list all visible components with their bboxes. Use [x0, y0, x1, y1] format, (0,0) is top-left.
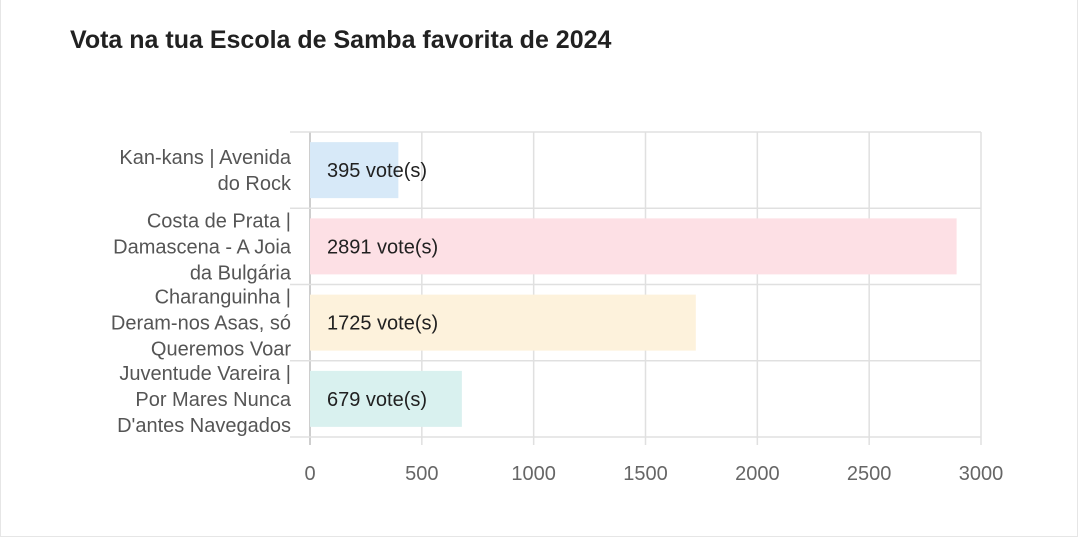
- chart-title: Vota na tua Escola de Samba favorita de …: [70, 26, 612, 54]
- bar-data-label: 679 vote(s): [327, 389, 427, 411]
- x-tick-label: 1500: [623, 463, 668, 485]
- x-tick-label: 0: [304, 463, 315, 485]
- category-label-line: do Rock: [218, 173, 292, 195]
- bar: [310, 370, 462, 427]
- x-tick-label: 500: [405, 463, 438, 485]
- category-label-line: Juventude Vareira |: [119, 363, 291, 385]
- x-tick-label: 2000: [735, 463, 780, 485]
- category-label: Costa de Prata | Damascena - A Joia da Bul…: [113, 210, 292, 284]
- category-label-line: Costa de Prata |: [147, 210, 291, 232]
- category-label: Charanguinha | Deram-nos Asas, só Queremos…: [111, 287, 291, 361]
- category-label-line: Queremos Voar: [151, 339, 291, 361]
- category-label-line: Kan-kans | Avenida: [119, 147, 291, 169]
- category-label-line: Por Mares Nunca: [135, 389, 291, 411]
- category-label-line: Deram-nos Asas, só: [111, 313, 291, 335]
- x-tick-label: 2500: [847, 463, 892, 485]
- category-label-line: da Bulgária: [190, 262, 292, 284]
- bar-data-label: 2891 vote(s): [327, 236, 438, 258]
- bar: [310, 294, 696, 351]
- category-label-line: Charanguinha |: [155, 287, 291, 309]
- bar: [310, 142, 399, 199]
- category-label: Kan-kans | Avenida do Rock: [119, 147, 292, 195]
- category-label-line: D'antes Navegados: [117, 415, 291, 437]
- category-label-line: Damascena - A Joia: [113, 236, 292, 258]
- category-label: Juventude Vareira | Por Mares Nunca D'ante…: [117, 363, 292, 437]
- x-tick-label: 3000: [959, 463, 1004, 485]
- bar: [310, 218, 957, 275]
- bar-data-label: 395 vote(s): [327, 160, 427, 182]
- bar-data-label: 1725 vote(s): [327, 313, 438, 335]
- x-tick-label: 1000: [511, 463, 556, 485]
